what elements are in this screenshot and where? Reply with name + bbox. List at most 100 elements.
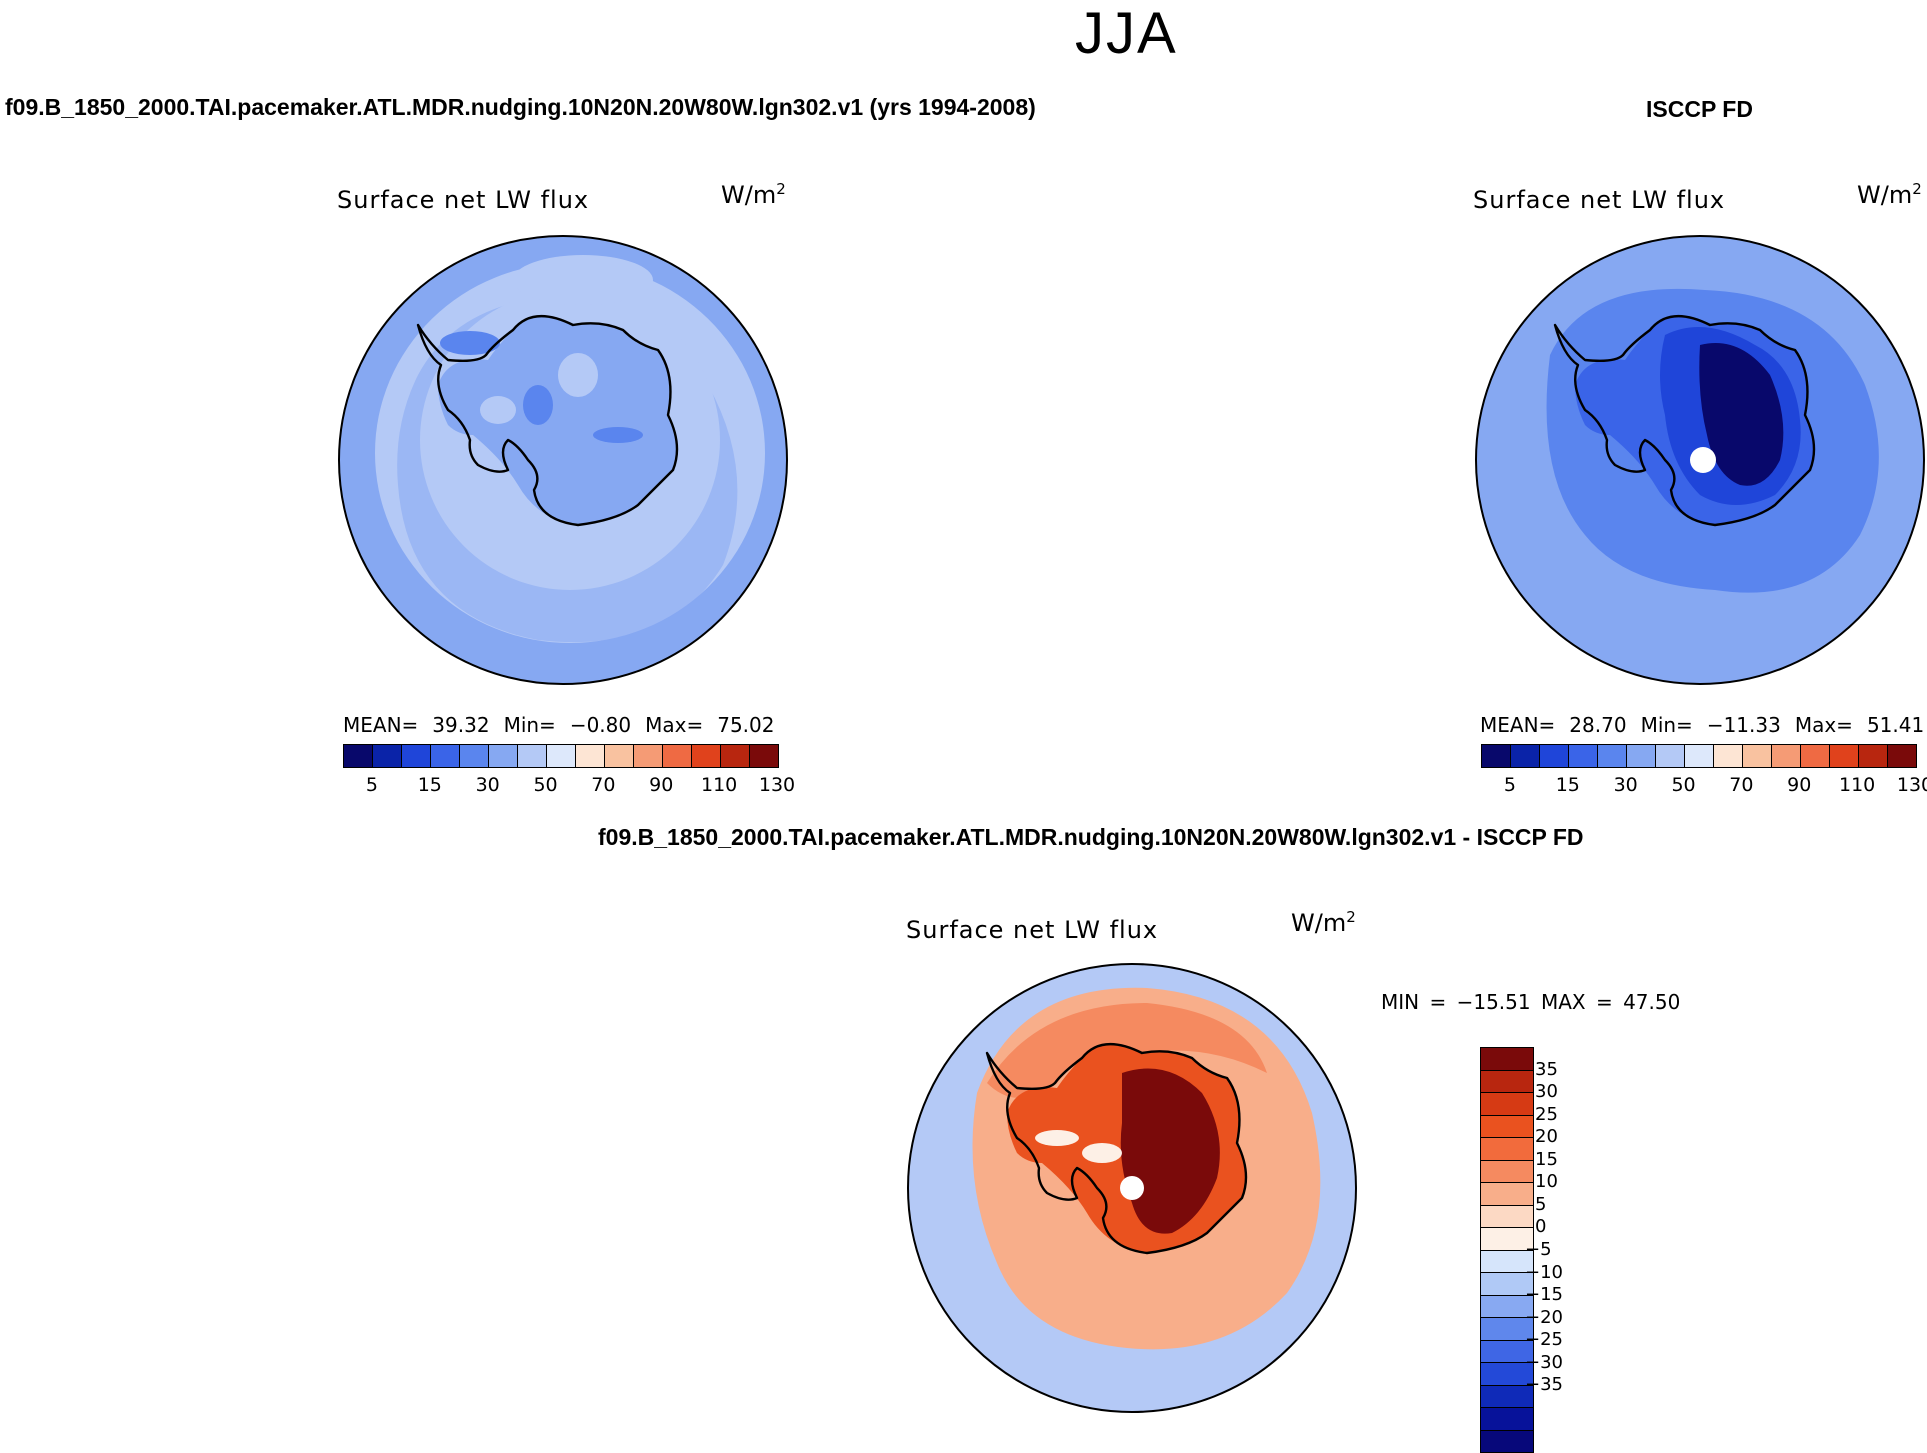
colorbar-tick-label: 0	[1535, 1216, 1547, 1238]
colorbar-swatch	[1481, 1295, 1533, 1318]
diff-land-dark	[1120, 1068, 1220, 1234]
colorbar-swatch	[1481, 1363, 1533, 1386]
colorbar-swatch	[460, 745, 489, 767]
colorbar-swatch	[692, 745, 721, 767]
obs-plot-title: Surface net LW flux	[1473, 186, 1726, 214]
diff-minmax: MIN = −15.51 MAX = 47.50	[1381, 990, 1681, 1014]
colorbar-swatch	[605, 745, 634, 767]
colorbar-tick-label: −20	[1525, 1306, 1563, 1328]
model-units: W/m2	[721, 180, 786, 209]
colorbar-tick-label: 30	[475, 774, 500, 796]
model-land-patch-1	[440, 331, 500, 355]
colorbar-tick-label: 90	[649, 774, 674, 796]
colorbar-swatch	[1481, 1205, 1533, 1228]
colorbar-swatch	[1481, 1385, 1533, 1408]
colorbar-swatch	[1481, 1160, 1533, 1183]
colorbar-tick-label: 15	[1555, 774, 1580, 796]
colorbar-swatch	[547, 745, 576, 767]
colorbar-swatch	[750, 745, 778, 767]
colorbar-swatch	[1540, 745, 1569, 767]
colorbar-tick-label: 30	[1613, 774, 1638, 796]
colorbar-swatch	[721, 745, 750, 767]
colorbar-swatch	[1481, 1273, 1533, 1296]
colorbar-swatch	[576, 745, 605, 767]
colorbar-swatch	[1481, 1183, 1533, 1206]
colorbar-swatch	[518, 745, 547, 767]
obs-antarctica-coastline	[1553, 314, 1816, 527]
colorbar-swatch	[1598, 745, 1627, 767]
model-antarctica-coastline	[416, 314, 679, 527]
colorbar-swatch	[1481, 1048, 1533, 1071]
colorbar-swatch	[1481, 1430, 1533, 1452]
colorbar-tick-label: −25	[1525, 1329, 1563, 1351]
model-case-title: f09.B_1850_2000.TAI.pacemaker.ATL.MDR.nu…	[5, 94, 1036, 120]
model-land-patch-3	[523, 385, 553, 425]
diff-pole-mask	[1120, 1176, 1144, 1200]
colorbar-tick-label: 15	[417, 774, 442, 796]
colorbar-tick-label: 30	[1535, 1081, 1558, 1103]
colorbar-swatch	[1801, 745, 1830, 767]
colorbar-tick-label: 110	[700, 774, 738, 796]
diff-antarctica-coastline	[985, 1042, 1248, 1255]
colorbar-tick-label: 35	[1535, 1058, 1558, 1080]
model-band-top	[513, 255, 653, 305]
diff-title: f09.B_1850_2000.TAI.pacemaker.ATL.MDR.nu…	[598, 824, 1584, 850]
colorbar-swatch	[1481, 1228, 1533, 1251]
colorbar-swatch	[1714, 745, 1743, 767]
colorbar-tick-label: 25	[1535, 1103, 1558, 1125]
colorbar-tick-label: 20	[1535, 1126, 1558, 1148]
season-title: JJA	[1075, 1, 1178, 66]
colorbar-swatch	[1481, 1340, 1533, 1363]
colorbar-swatch	[1481, 1070, 1533, 1093]
colorbar-swatch	[1656, 745, 1685, 767]
colorbar-swatch	[489, 745, 518, 767]
colorbar-swatch	[1772, 745, 1801, 767]
colorbar-tick-label: 70	[591, 774, 616, 796]
obs-units: W/m2	[1857, 180, 1922, 209]
model-plot-title: Surface net LW flux	[337, 186, 590, 214]
colorbar-swatch	[1482, 745, 1511, 767]
colorbar-swatch	[1743, 745, 1772, 767]
colorbar-tick-label: 15	[1535, 1148, 1558, 1170]
obs-colorbar-ticks: 5 15 30 50 70 90 110 130	[1481, 774, 1927, 798]
obs-pole-mask	[1690, 447, 1716, 473]
colorbar-tick-label: 5	[1503, 774, 1516, 796]
diff-white-patch-1	[1082, 1143, 1122, 1163]
obs-stats: MEAN= 28.70 Min= −11.33 Max= 51.41	[1480, 713, 1925, 737]
colorbar-tick-label: −30	[1525, 1351, 1563, 1373]
colorbar-swatch	[1481, 1408, 1533, 1431]
diff-units: W/m2	[1291, 908, 1356, 937]
colorbar-swatch	[1685, 745, 1714, 767]
model-stats: MEAN= 39.32 Min= −0.80 Max= 75.02	[343, 713, 775, 737]
diff-white-patch-2	[1035, 1130, 1079, 1146]
colorbar-swatch	[634, 745, 663, 767]
diff-plot-title: Surface net LW flux	[906, 916, 1159, 944]
obs-polar-map	[1475, 235, 1925, 685]
colorbar-tick-label: −5	[1525, 1239, 1552, 1260]
colorbar-swatch	[1859, 745, 1888, 767]
model-polar-map	[338, 235, 788, 685]
colorbar-swatch	[1481, 1138, 1533, 1161]
colorbar-tick-label: 5	[1535, 1193, 1547, 1215]
obs-colorbar	[1481, 744, 1917, 768]
model-colorbar	[343, 744, 779, 768]
model-colorbar-ticks: 5 15 30 50 70 90 110 130	[343, 774, 795, 798]
colorbar-swatch	[1569, 745, 1598, 767]
colorbar-swatch	[1888, 745, 1916, 767]
colorbar-swatch	[1481, 1250, 1533, 1273]
colorbar-swatch	[1481, 1093, 1533, 1116]
colorbar-swatch	[663, 745, 692, 767]
colorbar-tick-label: −15	[1525, 1284, 1563, 1306]
obs-land-dark	[1699, 343, 1784, 486]
colorbar-tick-label: 110	[1838, 774, 1876, 796]
model-land-patch-2	[593, 427, 643, 443]
colorbar-tick-label: −35	[1525, 1374, 1563, 1396]
colorbar-swatch	[344, 745, 373, 767]
colorbar-tick-label: 70	[1729, 774, 1754, 796]
colorbar-swatch	[1511, 745, 1540, 767]
diff-colorbar-ticks: 35 30 25 20 15 10 5 0 −5 −10 −15 −20 −25 −30 −35	[1525, 1047, 1595, 1427]
colorbar-tick-label: 130	[758, 774, 796, 796]
model-land-patch-4	[558, 353, 598, 397]
colorbar-swatch	[1627, 745, 1656, 767]
colorbar-swatch	[431, 745, 460, 767]
